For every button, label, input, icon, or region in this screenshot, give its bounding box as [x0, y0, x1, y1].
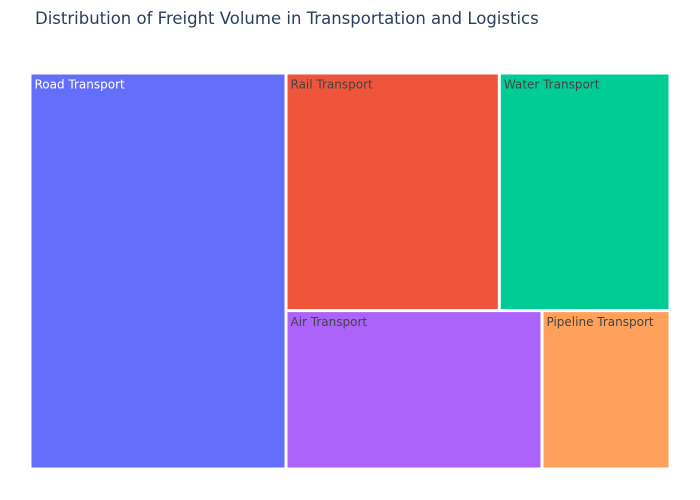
- chart-title: Distribution of Freight Volume in Transp…: [35, 9, 539, 28]
- tile-pipeline-transport[interactable]: [543, 312, 669, 468]
- tile-rail-transport[interactable]: [287, 74, 498, 310]
- tile-air-transport[interactable]: [287, 312, 541, 468]
- tile-label-rail-transport: Rail Transport: [291, 78, 374, 92]
- tile-label-pipeline-transport: Pipeline Transport: [547, 315, 654, 329]
- tile-label-air-transport: Air Transport: [291, 315, 368, 329]
- treemap-tiles: Road Transport Rail Transport Water Transp…: [31, 74, 669, 468]
- tile-label-water-transport: Water Transport: [504, 78, 600, 92]
- tile-label-road-transport: Road Transport: [35, 78, 126, 92]
- tile-water-transport[interactable]: [500, 74, 669, 310]
- tile-road-transport[interactable]: [31, 74, 285, 468]
